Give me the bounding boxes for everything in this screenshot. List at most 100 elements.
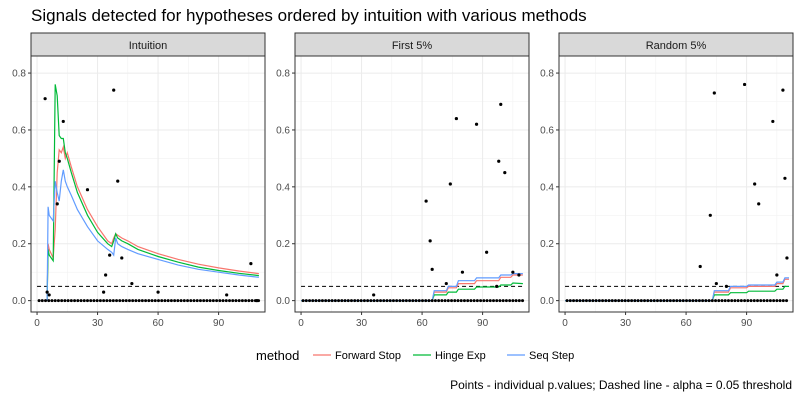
p-value-point [121, 299, 125, 303]
p-value-point [739, 299, 743, 303]
p-value-point [694, 299, 698, 303]
p-value-point [105, 299, 109, 303]
p-value-point [317, 299, 321, 303]
p-value-point [372, 299, 376, 303]
panel-border [294, 55, 530, 313]
p-value-point [337, 299, 341, 303]
p-value-point [613, 299, 617, 303]
p-value-point [475, 299, 479, 303]
p-value-point [40, 299, 44, 303]
facet-strip-label: Random 5% [646, 40, 707, 52]
y-tick-label: 0.6 [540, 125, 554, 136]
p-value-point [768, 299, 772, 303]
p-value-point [362, 299, 366, 303]
p-value-point [250, 299, 254, 303]
p-value-point [607, 299, 611, 303]
p-value-point [205, 299, 209, 303]
p-value-point [581, 299, 585, 303]
p-value-point [495, 299, 499, 303]
facet-panel: First 5% 0.0 0.2 0.4 0.6 0.8 0 30 60 90 [276, 32, 530, 329]
p-value-point [630, 299, 634, 303]
legend-title: method [256, 348, 299, 363]
p-value-point [508, 299, 512, 303]
p-value-point [655, 299, 659, 303]
p-value-point [726, 299, 730, 303]
p-value-point [659, 299, 663, 303]
p-value-point [472, 299, 476, 303]
series-line [565, 285, 789, 302]
p-value-point [617, 299, 621, 303]
p-value-point [227, 299, 231, 303]
x-tick-label: 30 [92, 318, 104, 329]
p-value-point [757, 202, 761, 206]
p-value-point [349, 299, 353, 303]
p-value-point [330, 299, 334, 303]
p-value-point [356, 299, 360, 303]
p-value-point [320, 299, 324, 303]
p-value-point [456, 299, 460, 303]
x-tick-label: 0 [562, 318, 568, 329]
p-value-point [604, 299, 608, 303]
p-value-point [511, 299, 515, 303]
y-tick-label: 0.0 [12, 296, 26, 307]
y-tick-label: 0.8 [12, 69, 26, 80]
p-value-point [485, 250, 489, 254]
p-value-point [311, 299, 315, 303]
panel-border [558, 55, 794, 313]
p-value-point [55, 202, 59, 206]
p-value-point [244, 299, 248, 303]
x-tick-label: 30 [620, 318, 632, 329]
p-value-point [469, 299, 473, 303]
p-value-point [462, 299, 466, 303]
p-value-point [215, 299, 219, 303]
p-value-point [301, 299, 305, 303]
p-value-point [111, 299, 115, 303]
p-value-point [759, 299, 763, 303]
p-value-point [446, 299, 450, 303]
p-value-point [591, 299, 595, 303]
p-value-point [127, 299, 131, 303]
p-value-point [202, 299, 206, 303]
p-value-point [424, 199, 428, 203]
p-value-point [752, 299, 756, 303]
series-line [301, 282, 523, 302]
p-value-point [82, 299, 86, 303]
p-value-point [710, 299, 714, 303]
p-value-point [404, 299, 408, 303]
p-value-point [517, 273, 521, 277]
p-value-point [173, 299, 177, 303]
p-value-point [225, 293, 229, 297]
p-value-point [517, 299, 521, 303]
p-value-point [417, 299, 421, 303]
p-value-point [511, 270, 515, 274]
x-tick-label: 60 [417, 318, 429, 329]
facet-strip-label: Intuition [129, 40, 168, 52]
p-value-point [594, 299, 598, 303]
p-value-point [743, 299, 747, 303]
p-value-point [499, 102, 503, 106]
p-value-point [176, 299, 180, 303]
p-value-point [43, 97, 47, 101]
p-value-point [79, 299, 83, 303]
x-tick-label: 30 [356, 318, 368, 329]
p-value-point [198, 299, 202, 303]
p-value-point [775, 299, 779, 303]
p-value-point [755, 299, 759, 303]
p-value-point [778, 299, 782, 303]
p-value-point [314, 299, 318, 303]
facet-panel: Intuition 0.0 0.2 0.4 0.6 0.8 0 30 60 90 [12, 32, 266, 329]
series-line [565, 277, 789, 302]
p-value-point [724, 284, 729, 288]
p-value-point [730, 299, 734, 303]
p-value-point [601, 299, 605, 303]
p-value-point [247, 299, 251, 303]
p-value-point [681, 299, 685, 303]
x-tick-label: 60 [153, 318, 165, 329]
p-value-point [47, 293, 51, 297]
p-value-point [474, 122, 479, 126]
p-value-point [620, 299, 624, 303]
panel-border [30, 55, 266, 313]
p-value-point [211, 299, 215, 303]
p-value-point [98, 299, 102, 303]
p-value-point [698, 264, 702, 269]
